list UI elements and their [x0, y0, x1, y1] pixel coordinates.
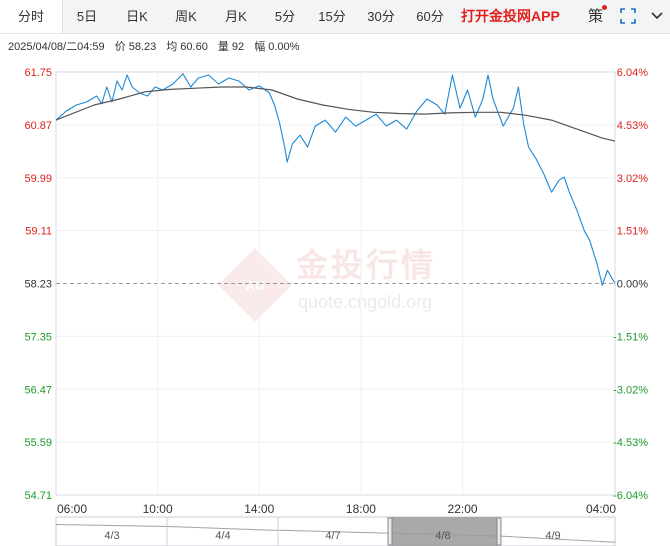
x-tick-label: 10:00 — [143, 502, 173, 516]
strategy-button[interactable]: 策 — [588, 8, 604, 25]
period-tab-bar: 分时 5日 日K 周K 月K 5分 15分 30分 60分 打开金投网APP 策 — [0, 0, 670, 34]
nav-day-label: 4/8 — [435, 530, 450, 542]
chevron-down-icon[interactable] — [650, 9, 664, 23]
navigator-handle-left[interactable] — [387, 517, 393, 546]
volume-value: 92 — [231, 41, 245, 53]
nav-day-label: 4/4 — [215, 530, 230, 542]
y-tick-label: 59.99 — [24, 173, 52, 185]
tab-5min[interactable]: 5分 — [274, 9, 296, 24]
series-layer — [55, 73, 616, 286]
y-tick-label: 61.75 — [24, 67, 52, 79]
x-tick-label: 06:00 — [57, 502, 87, 516]
quote-datetime: 2025/04/08/二04:59 — [8, 41, 105, 53]
navigator-price-line — [55, 524, 616, 543]
y-tick-label-percent: 6.04% — [617, 67, 648, 79]
range-navigator[interactable]: 4/3 4/4 4/7 4/8 4/9 — [55, 516, 616, 546]
tab-5day[interactable]: 5日 — [76, 9, 98, 24]
tab-monthly-k[interactable]: 月K — [225, 9, 247, 24]
x-tick-label: 14:00 — [244, 502, 274, 516]
nav-day-label: 4/9 — [545, 530, 560, 542]
range-value: 0.00% — [268, 41, 300, 53]
price-value: 58.23 — [128, 41, 157, 53]
y-tick-label: 57.35 — [24, 331, 52, 343]
y-tick-label: 54.71 — [24, 490, 52, 502]
y-tick-label: 55.59 — [24, 437, 52, 449]
y-tick-label-percent: -1.51% — [613, 331, 648, 343]
watermark: AU 金投行情 quote.cngold.org — [218, 247, 436, 322]
price-label: 价 — [114, 41, 126, 53]
tab-intraday[interactable]: 分时 — [0, 0, 63, 33]
range-label: 幅 — [254, 41, 266, 53]
notification-dot — [602, 5, 607, 10]
y-tick-label: 58.23 — [24, 279, 52, 291]
y-axis-left: 61.75 60.87 59.99 59.11 58.23 57.35 56.47 55.59… — [24, 67, 52, 502]
nav-day-label: 4/3 — [104, 530, 119, 542]
watermark-badge: AU — [246, 278, 265, 293]
y-axis-right: 6.04% 4.53% 3.02% 1.51% 0.00% -1.51% -3.02% -4.… — [613, 67, 648, 502]
y-tick-label-percent: 4.53% — [617, 120, 648, 132]
grid — [56, 72, 615, 495]
quote-info-line: 2025/04/08/二04:59 价 58.23 均 60.60 量 92 幅 0.0… — [8, 38, 306, 54]
y-tick-label-percent: 1.51% — [617, 226, 648, 238]
y-tick-label: 60.87 — [24, 120, 52, 132]
tab-30min[interactable]: 30分 — [367, 9, 395, 24]
y-tick-label-percent: -4.53% — [613, 437, 648, 449]
tab-weekly-k[interactable]: 周K — [175, 9, 197, 24]
navigator-selection[interactable] — [392, 517, 497, 546]
watermark-brand: 金投行情 — [295, 247, 436, 283]
tab-60min[interactable]: 60分 — [416, 9, 444, 24]
y-tick-label: 56.47 — [24, 384, 52, 396]
x-tick-label: 04:00 — [586, 502, 616, 516]
y-tick-label-percent: -3.02% — [613, 384, 648, 396]
y-tick-label-percent: 3.02% — [617, 173, 648, 185]
y-tick-label-percent: -6.04% — [613, 490, 648, 502]
watermark-url: quote.cngold.org — [298, 292, 432, 312]
open-app-link[interactable]: 打开金投网APP — [461, 8, 560, 24]
tab-daily-k[interactable]: 日K — [126, 9, 148, 24]
x-tick-label: 18:00 — [346, 502, 376, 516]
avg-line — [55, 86, 616, 142]
avg-value: 60.60 — [180, 41, 208, 53]
y-tick-label: 59.11 — [25, 226, 52, 238]
volume-label: 量 — [217, 41, 229, 53]
nav-day-label: 4/7 — [325, 530, 340, 542]
tab-15min[interactable]: 15分 — [318, 9, 346, 24]
y-tick-label-percent: 0.00% — [617, 279, 648, 291]
x-tick-label: 22:00 — [448, 502, 478, 516]
avg-label: 均 — [166, 41, 178, 53]
fullscreen-icon[interactable] — [620, 8, 636, 24]
navigator-handle-right[interactable] — [496, 517, 502, 546]
plot-frame — [55, 71, 616, 496]
x-axis: 06:00 10:00 14:00 18:00 22:00 04:00 — [57, 502, 616, 516]
